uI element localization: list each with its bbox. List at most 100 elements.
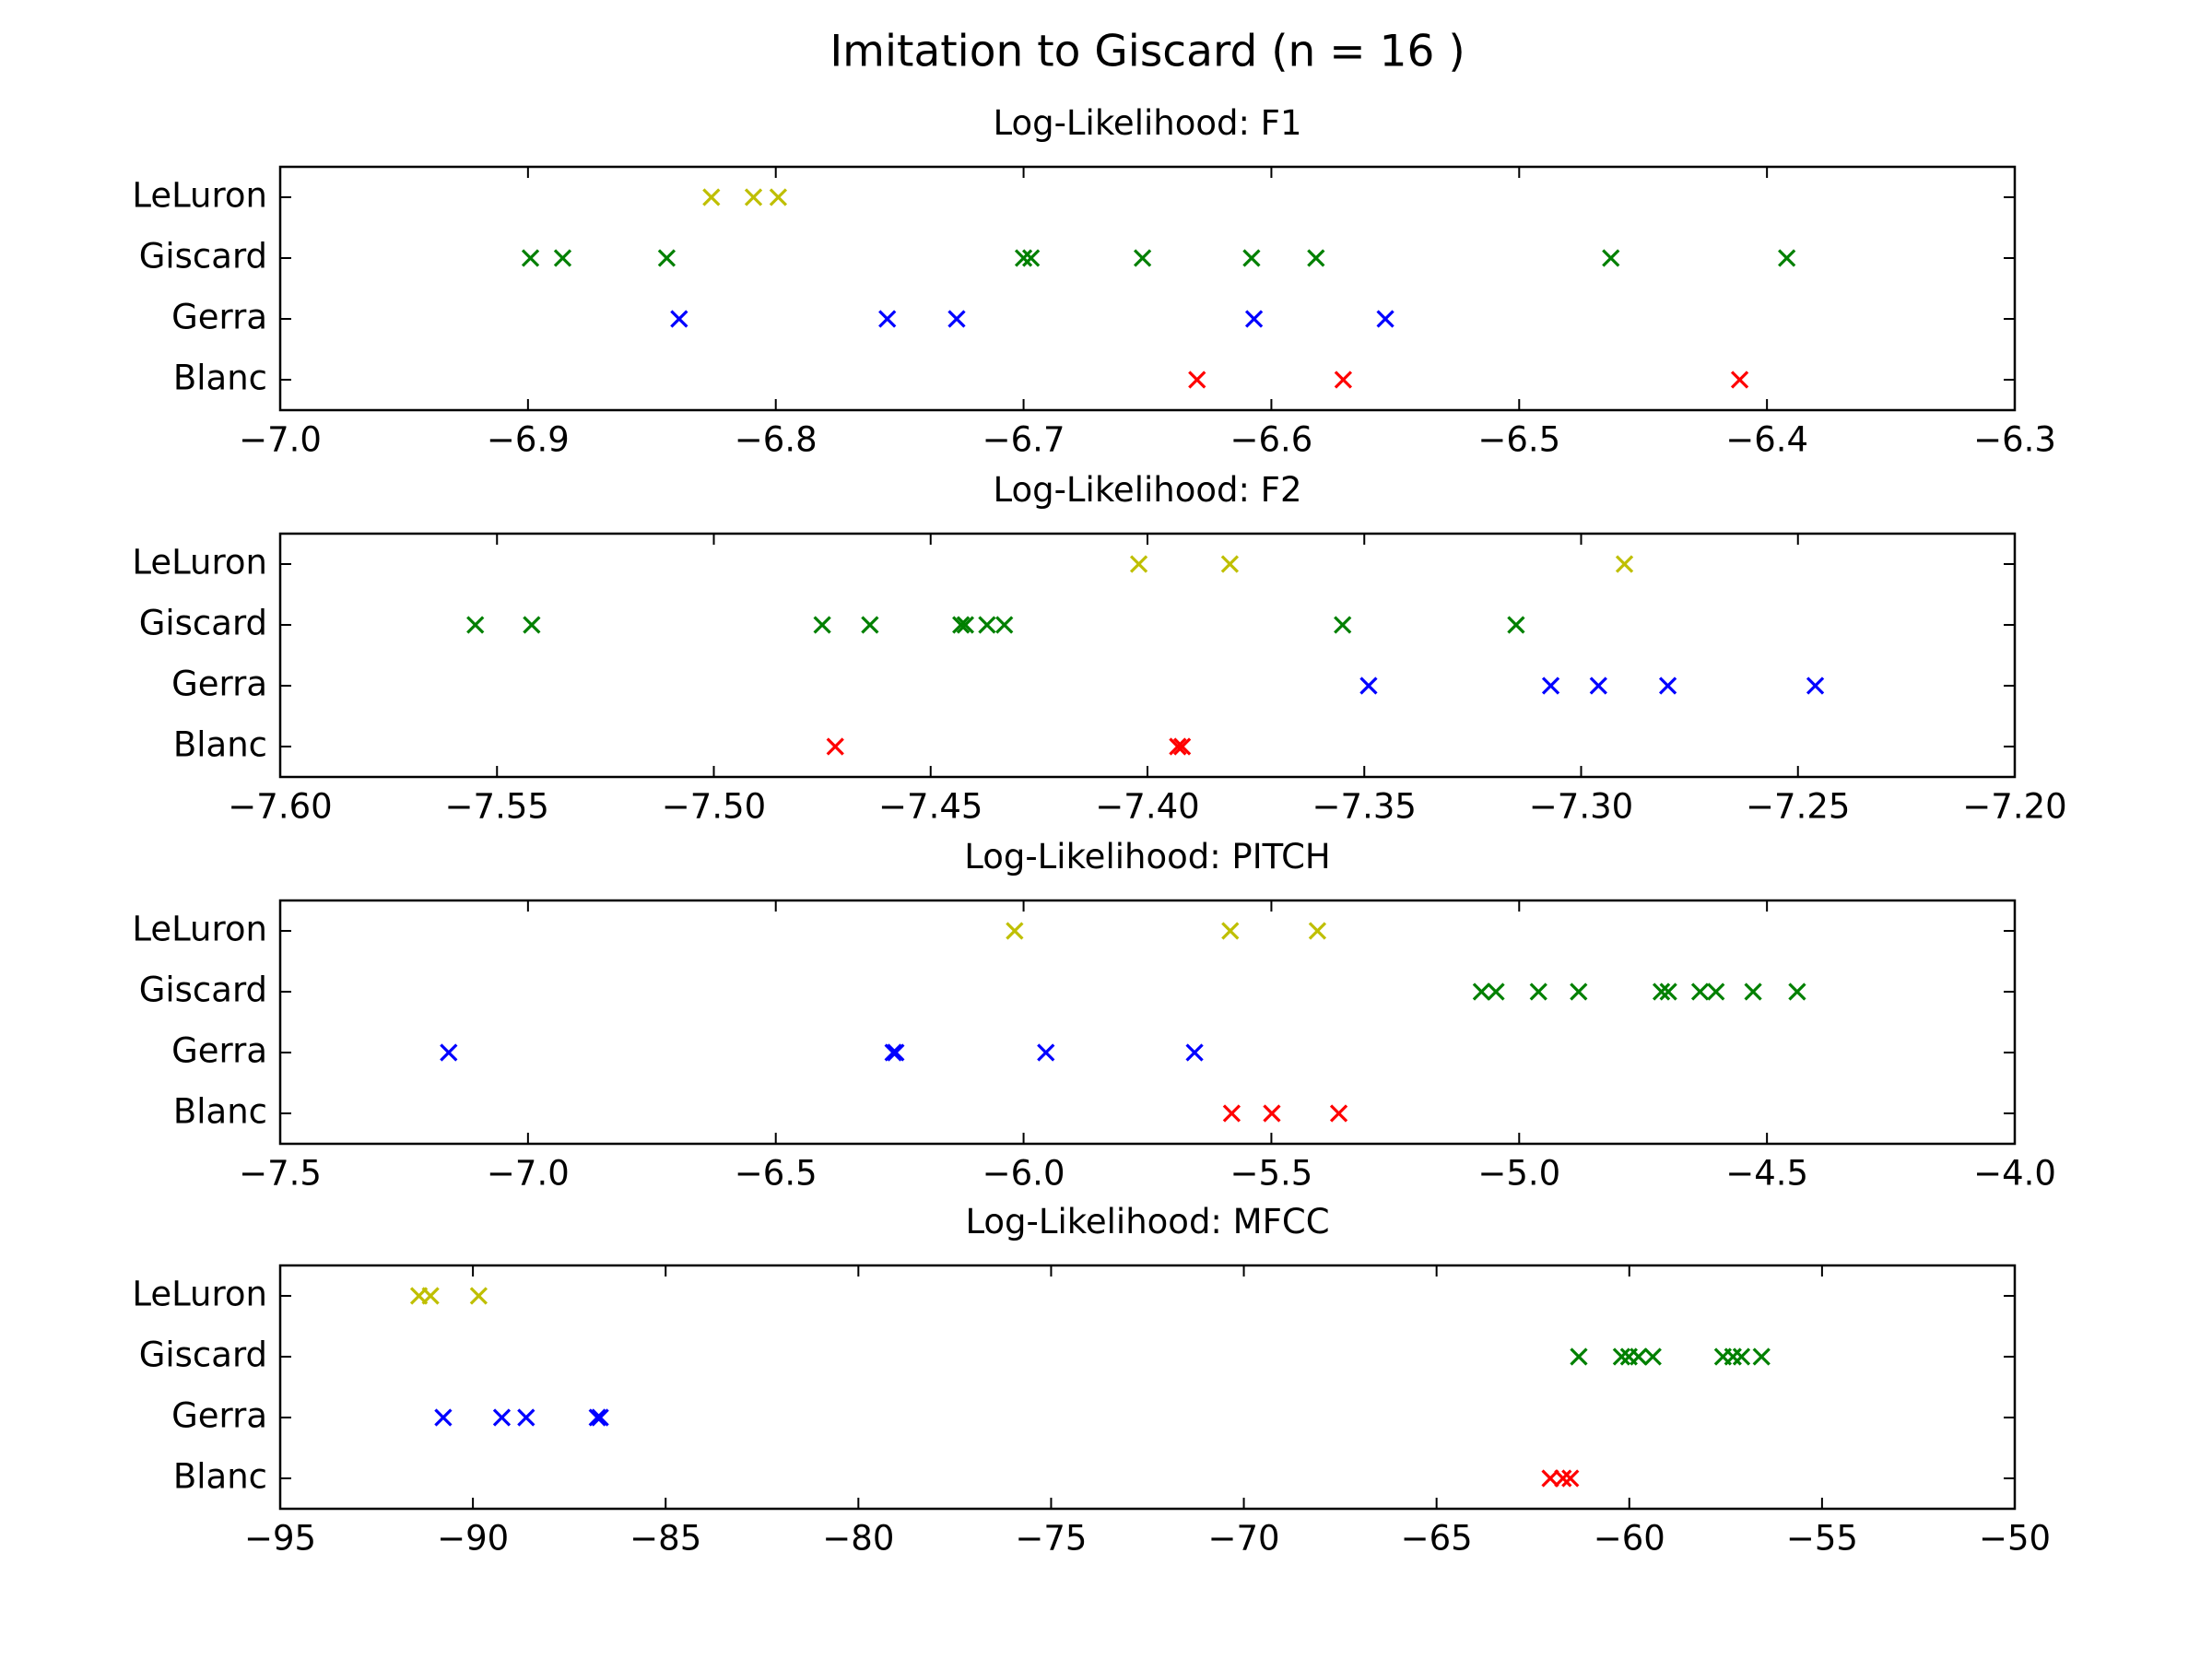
x-tick-label: −7.60 <box>228 787 332 827</box>
marker <box>956 616 975 634</box>
y-tick-label: LeLuron <box>132 543 267 582</box>
x-tick-label: −6.3 <box>1973 420 2056 460</box>
marker <box>1173 737 1192 756</box>
marker <box>1472 982 1491 1001</box>
marker <box>1185 1043 1204 1062</box>
marker <box>440 1043 458 1062</box>
x-tick-label: −80 <box>822 1519 894 1559</box>
x-tick-label: −7.45 <box>878 787 982 827</box>
marker <box>1307 249 1325 267</box>
figure-title: Imitation to Giscard (n = 16 ) <box>830 27 1465 77</box>
marker <box>1752 1347 1771 1366</box>
marker <box>1014 249 1033 267</box>
x-tick-label: −4.5 <box>1725 1154 1808 1194</box>
x-tick-label: −6.9 <box>487 420 570 460</box>
y-tick-label: Giscard <box>139 1335 267 1375</box>
marker <box>1334 616 1352 634</box>
marker <box>1612 1347 1631 1366</box>
x-tick-label: −4.0 <box>1973 1154 2056 1194</box>
marker <box>466 616 485 634</box>
plot-frame <box>278 1264 2017 1511</box>
marker <box>657 249 677 267</box>
marker <box>1359 677 1378 695</box>
x-tick-label: −70 <box>1208 1519 1280 1559</box>
marker <box>1744 982 1762 1001</box>
x-tick-label: −7.30 <box>1529 787 1633 827</box>
x-tick-label: −7.35 <box>1312 787 1417 827</box>
x-tick-label: −7.20 <box>1962 787 2066 827</box>
marker <box>947 310 966 328</box>
x-tick-label: −7.0 <box>487 1154 570 1194</box>
marker <box>1778 249 1796 267</box>
x-tick-label: −6.5 <box>1477 420 1560 460</box>
marker <box>421 1287 440 1305</box>
marker <box>492 1408 512 1427</box>
marker <box>1630 1347 1648 1366</box>
marker <box>1690 982 1710 1001</box>
marker <box>1615 555 1634 573</box>
x-tick-label: −50 <box>1979 1519 2051 1559</box>
marker <box>995 616 1014 634</box>
y-tick-label: Gerra <box>171 1031 267 1071</box>
x-tick-label: −5.5 <box>1230 1154 1312 1194</box>
subplot-title: Log-Likelihood: F2 <box>993 470 1301 510</box>
x-tick-label: −6.8 <box>735 420 818 460</box>
x-tick-label: −85 <box>629 1519 701 1559</box>
x-tick-label: −60 <box>1594 1519 1665 1559</box>
marker <box>1788 982 1806 1001</box>
y-tick-label: Blanc <box>173 725 267 765</box>
marker <box>1570 982 1588 1001</box>
plot-frame <box>278 165 2017 412</box>
x-tick-label: −6.7 <box>982 420 1065 460</box>
x-tick-label: −7.25 <box>1746 787 1850 827</box>
marker <box>1329 1104 1348 1123</box>
marker <box>813 616 831 634</box>
y-tick-label: Giscard <box>139 237 267 276</box>
x-tick-label: −6.0 <box>982 1154 1065 1194</box>
marker <box>1602 249 1620 267</box>
marker <box>878 310 897 328</box>
x-tick-label: −55 <box>1786 1519 1858 1559</box>
marker <box>591 1408 609 1427</box>
x-tick-label: −6.5 <box>735 1154 818 1194</box>
marker <box>1487 982 1505 1001</box>
marker <box>1244 310 1264 328</box>
x-tick-label: −7.40 <box>1095 787 1199 827</box>
marker <box>1730 371 1749 389</box>
marker <box>517 1408 535 1427</box>
x-tick-label: −65 <box>1401 1519 1473 1559</box>
marker <box>1169 737 1187 756</box>
marker <box>1242 249 1261 267</box>
x-tick-label: −7.55 <box>445 787 549 827</box>
marker <box>1561 1469 1580 1488</box>
x-tick-label: −75 <box>1015 1519 1087 1559</box>
marker <box>1806 677 1825 695</box>
x-tick-label: −95 <box>244 1519 316 1559</box>
y-tick-label: Gerra <box>171 298 267 337</box>
marker <box>1659 982 1677 1001</box>
marker <box>1652 982 1671 1001</box>
marker <box>952 616 971 634</box>
marker <box>1643 1347 1662 1366</box>
x-tick-label: −90 <box>437 1519 509 1559</box>
plot-frame <box>278 532 2017 779</box>
y-tick-label: Gerra <box>171 1396 267 1436</box>
marker <box>1263 1104 1281 1123</box>
marker <box>1221 922 1240 940</box>
marker <box>1589 677 1607 695</box>
marker <box>588 1408 606 1427</box>
y-tick-label: Blanc <box>173 359 267 398</box>
y-tick-label: Giscard <box>139 604 267 643</box>
marker <box>469 1287 488 1305</box>
marker <box>1006 922 1024 940</box>
marker <box>978 616 996 634</box>
marker <box>1220 555 1240 573</box>
y-tick-label: Gerra <box>171 665 267 704</box>
subplot-title: Log-Likelihood: F1 <box>993 103 1301 143</box>
marker <box>553 249 572 267</box>
y-tick-label: LeLuron <box>132 176 267 216</box>
marker <box>1707 982 1725 1001</box>
marker <box>670 310 688 328</box>
